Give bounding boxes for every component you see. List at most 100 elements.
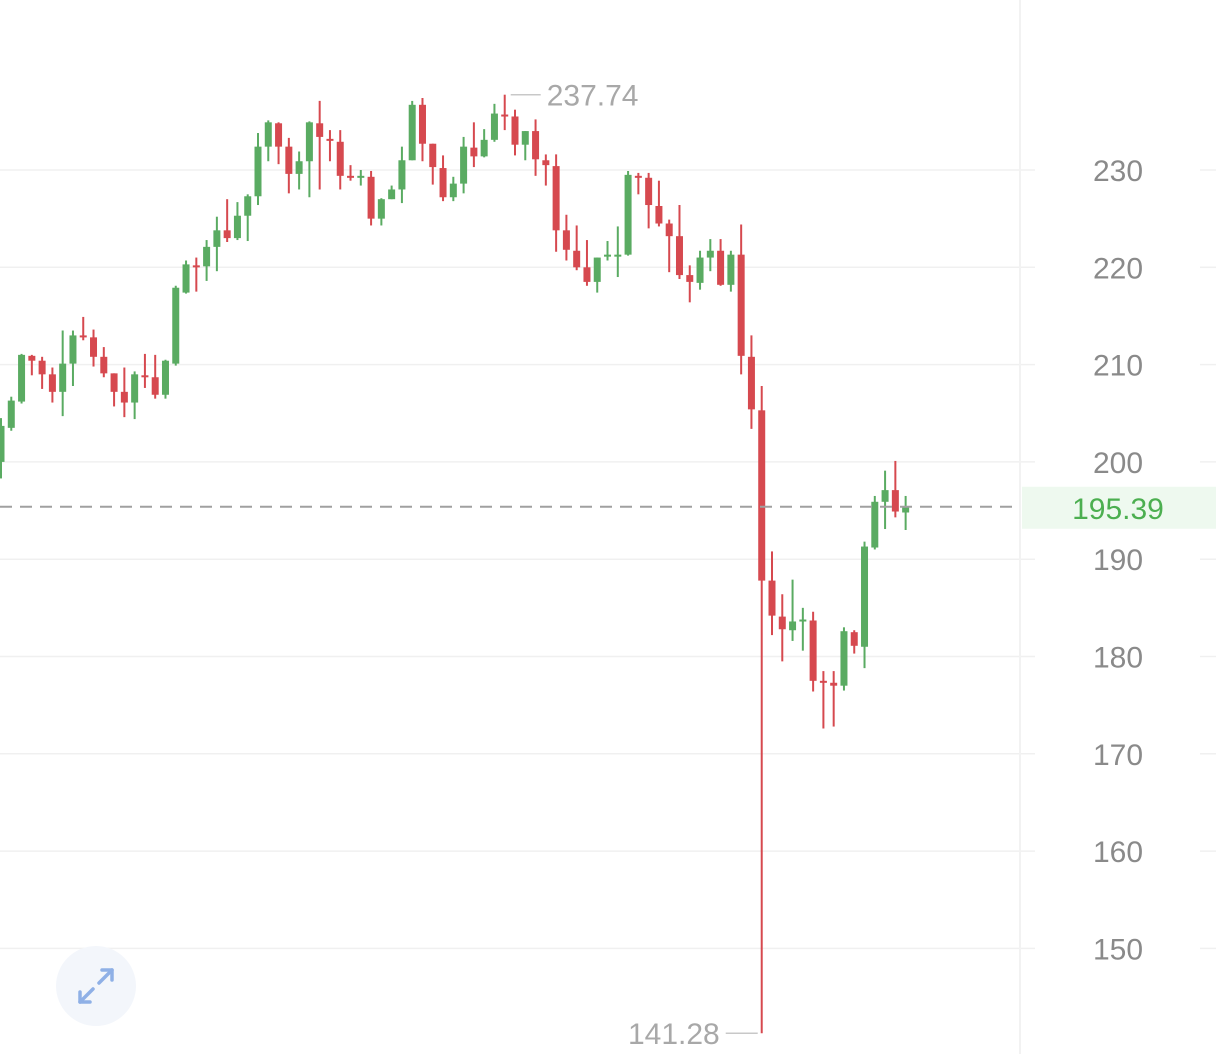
y-tick-label: 190	[1093, 544, 1143, 577]
candle-body	[891, 490, 899, 512]
y-tick-label: 220	[1093, 252, 1143, 285]
candle-body	[69, 335, 77, 364]
candle	[593, 257, 601, 293]
candle	[902, 495, 910, 531]
candle-body	[408, 104, 416, 161]
candle	[552, 154, 560, 252]
candle	[645, 172, 653, 229]
candle-body	[532, 131, 540, 160]
candle-body	[28, 355, 36, 361]
candle-body	[501, 114, 509, 117]
expand-arrows-icon	[78, 968, 114, 1004]
candle-body	[377, 199, 385, 219]
y-axis: 150 160 170 180 190 200 210 220 230	[1093, 155, 1143, 966]
candle-body	[675, 236, 683, 276]
candle	[316, 100, 324, 190]
extreme-markers: 237.74 141.28	[510, 80, 758, 1051]
candle	[0, 418, 5, 479]
candles	[0, 94, 910, 1034]
candle-body	[562, 230, 570, 250]
candle	[429, 143, 437, 185]
candle	[511, 109, 519, 156]
candle-body	[203, 246, 211, 267]
candle-body	[480, 139, 488, 157]
candle	[141, 353, 149, 388]
candle	[48, 367, 56, 403]
candle	[295, 151, 303, 190]
candle-body	[583, 267, 591, 282]
candle-body	[90, 337, 98, 357]
candle-body	[737, 254, 745, 356]
candle-body	[161, 360, 169, 395]
candle	[367, 170, 375, 226]
candle	[161, 359, 169, 399]
candle	[285, 137, 293, 194]
candle	[347, 165, 355, 181]
candle-body	[840, 631, 848, 686]
candle	[665, 219, 673, 273]
candle-body	[439, 168, 447, 198]
candle-body	[120, 391, 128, 403]
candle	[614, 226, 622, 278]
candle	[305, 121, 313, 198]
candle-body	[706, 250, 714, 258]
candle	[747, 335, 755, 429]
candle-body	[18, 354, 26, 402]
candle	[326, 130, 334, 162]
candle-body	[727, 254, 735, 285]
candle-body	[819, 680, 827, 683]
candle	[213, 216, 221, 272]
candle	[449, 176, 457, 202]
candle-body	[275, 123, 283, 147]
candle	[110, 373, 118, 407]
candle	[624, 170, 632, 256]
candle	[254, 133, 262, 206]
candle-body	[871, 501, 879, 548]
candle	[881, 470, 889, 530]
candle	[655, 180, 663, 227]
last-price-label: 195.39	[1072, 493, 1164, 526]
max-price-label: 237.74	[547, 80, 639, 113]
candle-body	[449, 183, 457, 198]
candle-body	[100, 356, 108, 374]
candle-body	[131, 374, 139, 403]
candle-body	[593, 257, 601, 282]
candle	[542, 154, 550, 186]
expand-chart-button[interactable]	[56, 946, 136, 1026]
candle-body	[470, 147, 478, 157]
candle	[18, 353, 26, 404]
candle	[583, 240, 591, 286]
candle-body	[79, 335, 87, 338]
candle-body	[429, 143, 437, 168]
candle-body	[789, 621, 797, 631]
candle	[151, 354, 159, 399]
candle	[532, 119, 540, 176]
candle	[758, 386, 766, 1034]
candle-body	[367, 176, 375, 219]
candle-body	[634, 175, 642, 178]
candle-body	[48, 374, 56, 392]
candle	[264, 120, 272, 162]
candle	[830, 671, 838, 727]
candle	[377, 198, 385, 226]
last-price-badge	[1022, 486, 1216, 529]
candle-body	[747, 356, 755, 410]
candle	[69, 330, 77, 387]
candle	[7, 396, 15, 431]
candle-body	[223, 230, 231, 239]
y-tick-label: 180	[1093, 642, 1143, 675]
candle-body	[686, 275, 694, 282]
candle	[357, 170, 365, 186]
candle-body	[778, 616, 786, 630]
candle-body	[7, 400, 15, 428]
candle-body	[182, 264, 190, 293]
candle	[203, 240, 211, 281]
candle	[737, 224, 745, 375]
candle-body	[357, 175, 365, 178]
y-tick-label: 170	[1093, 739, 1143, 772]
candle	[501, 94, 509, 131]
candle-body	[233, 215, 241, 239]
candle-body	[552, 166, 560, 231]
candle-body	[902, 506, 910, 513]
